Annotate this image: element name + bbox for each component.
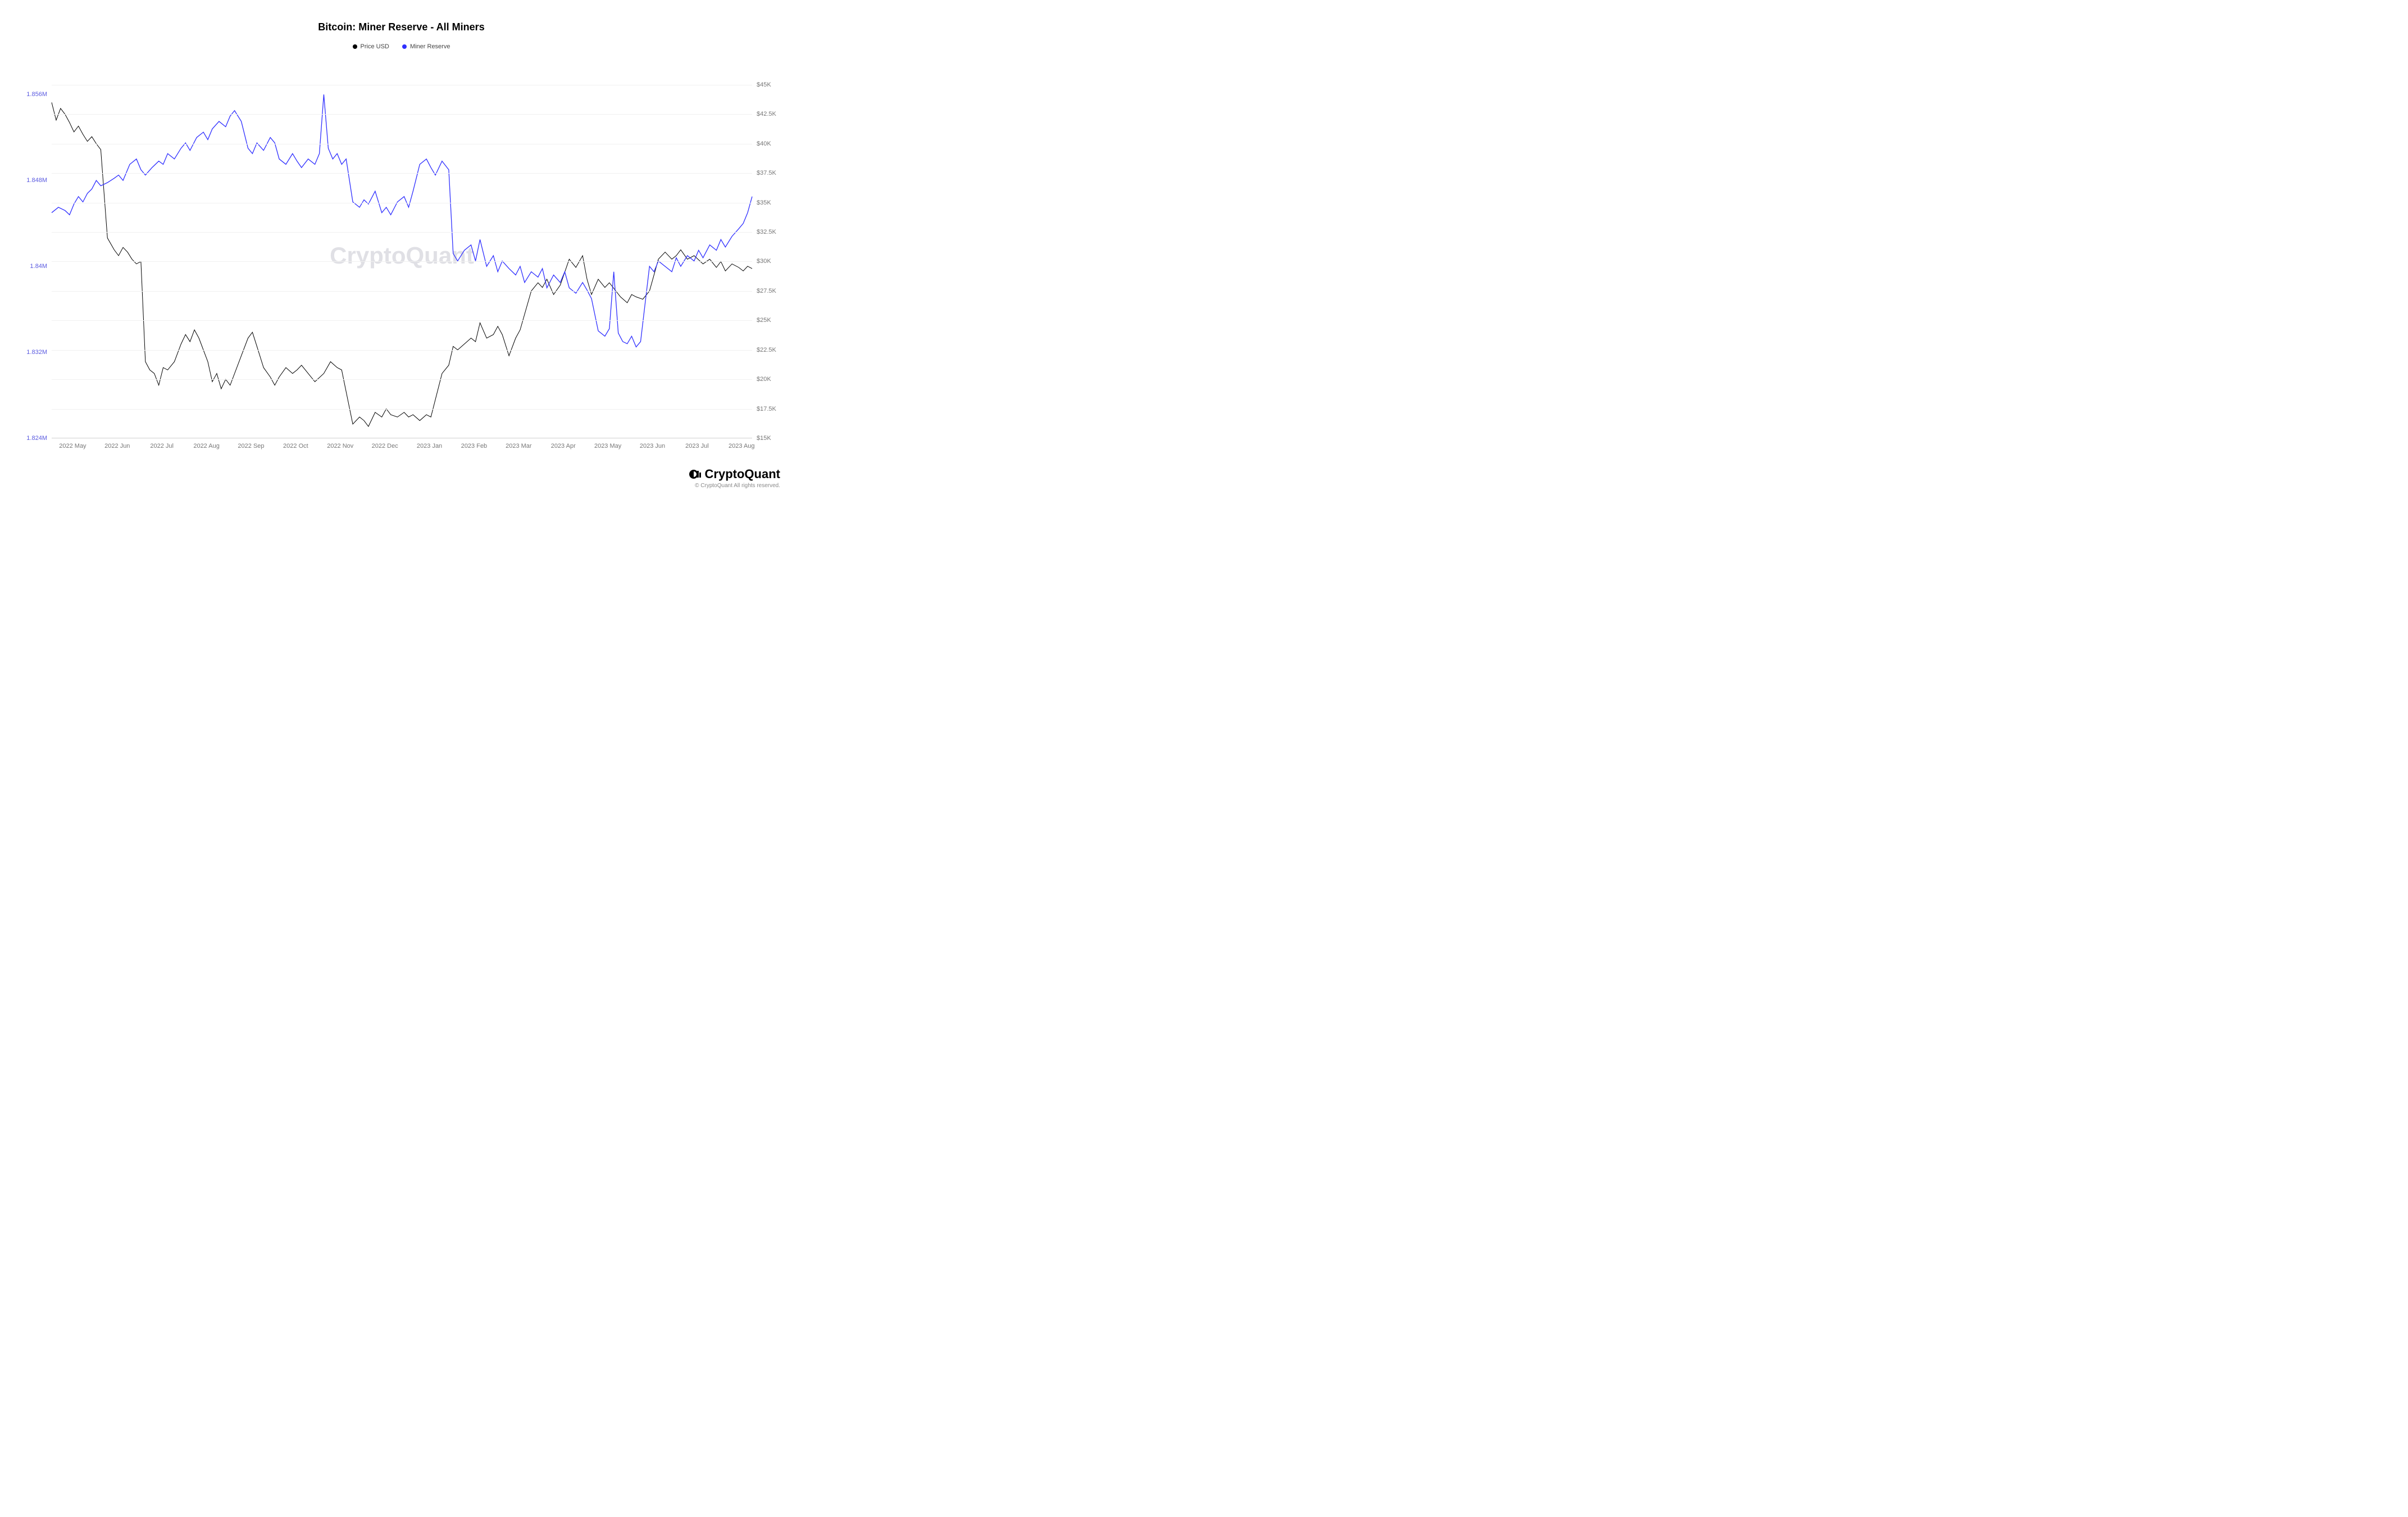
- chart-legend: Price USD Miner Reserve: [0, 43, 803, 51]
- gridline: [52, 173, 752, 174]
- y-right-tick-label: $15K: [752, 435, 771, 442]
- x-tick-label: 2023 Jan: [417, 438, 442, 449]
- y-left-tick-label: 1.856M: [26, 91, 52, 98]
- gridline: [52, 114, 752, 115]
- x-tick-label: 2023 Feb: [461, 438, 487, 449]
- chart-container: Bitcoin: Miner Reserve - All Miners Pric…: [0, 0, 803, 506]
- chart-svg: [52, 73, 752, 438]
- x-tick-label: 2022 Nov: [327, 438, 353, 449]
- x-tick-label: 2022 Oct: [283, 438, 308, 449]
- legend-dot-price: [353, 44, 357, 49]
- x-tick-label: 2023 Jun: [640, 438, 665, 449]
- legend-item-reserve[interactable]: Miner Reserve: [402, 43, 450, 50]
- x-tick-label: 2023 Aug: [729, 438, 755, 449]
- y-left-tick-label: 1.832M: [26, 349, 52, 356]
- gridline: [52, 409, 752, 410]
- x-tick-label: 2022 May: [59, 438, 86, 449]
- legend-item-price[interactable]: Price USD: [353, 43, 389, 50]
- y-right-tick-label: $27.5K: [752, 288, 776, 294]
- x-tick-label: 2022 Jun: [104, 438, 130, 449]
- plot-area[interactable]: CryptoQuant 1.824M1.832M1.84M1.848M1.856…: [52, 73, 752, 438]
- gridline: [52, 261, 752, 262]
- gridline: [52, 291, 752, 292]
- x-tick-label: 2023 Jul: [685, 438, 709, 449]
- y-left-tick-label: 1.848M: [26, 177, 52, 184]
- chart-title: Bitcoin: Miner Reserve - All Miners: [0, 0, 803, 33]
- x-tick-label: 2022 Aug: [193, 438, 220, 449]
- x-tick-label: 2023 Mar: [506, 438, 531, 449]
- y-right-tick-label: $25K: [752, 317, 771, 324]
- series-line-reserve: [52, 94, 752, 347]
- series-line-price: [52, 102, 752, 426]
- legend-dot-reserve: [402, 44, 407, 49]
- legend-label-reserve: Miner Reserve: [410, 43, 450, 50]
- gridline: [52, 350, 752, 351]
- y-right-tick-label: $40K: [752, 140, 771, 147]
- brand-name[interactable]: CryptoQuant: [688, 467, 780, 482]
- y-right-tick-label: $42.5K: [752, 111, 776, 117]
- x-tick-label: 2022 Jul: [150, 438, 174, 449]
- brand-logo-icon: [688, 469, 702, 480]
- gridline: [52, 379, 752, 380]
- x-tick-label: 2022 Sep: [238, 438, 264, 449]
- gridline: [52, 232, 752, 233]
- y-right-tick-label: $32.5K: [752, 229, 776, 235]
- y-right-tick-label: $30K: [752, 258, 771, 265]
- y-right-tick-label: $17.5K: [752, 406, 776, 412]
- y-right-tick-label: $35K: [752, 199, 771, 206]
- gridline: [52, 320, 752, 321]
- brand-text: CryptoQuant: [705, 467, 780, 482]
- y-left-tick-label: 1.824M: [26, 435, 52, 442]
- legend-label-price: Price USD: [361, 43, 389, 50]
- branding: CryptoQuant © CryptoQuant All rights res…: [688, 467, 780, 489]
- x-tick-label: 2022 Dec: [372, 438, 398, 449]
- y-right-tick-label: $37.5K: [752, 170, 776, 176]
- x-tick-label: 2023 Apr: [551, 438, 576, 449]
- copyright-text: © CryptoQuant All rights reserved.: [688, 483, 780, 489]
- x-tick-label: 2023 May: [594, 438, 621, 449]
- y-right-tick-label: $22.5K: [752, 347, 776, 353]
- y-left-tick-label: 1.84M: [30, 263, 52, 270]
- y-right-tick-label: $20K: [752, 376, 771, 383]
- y-right-tick-label: $45K: [752, 81, 771, 88]
